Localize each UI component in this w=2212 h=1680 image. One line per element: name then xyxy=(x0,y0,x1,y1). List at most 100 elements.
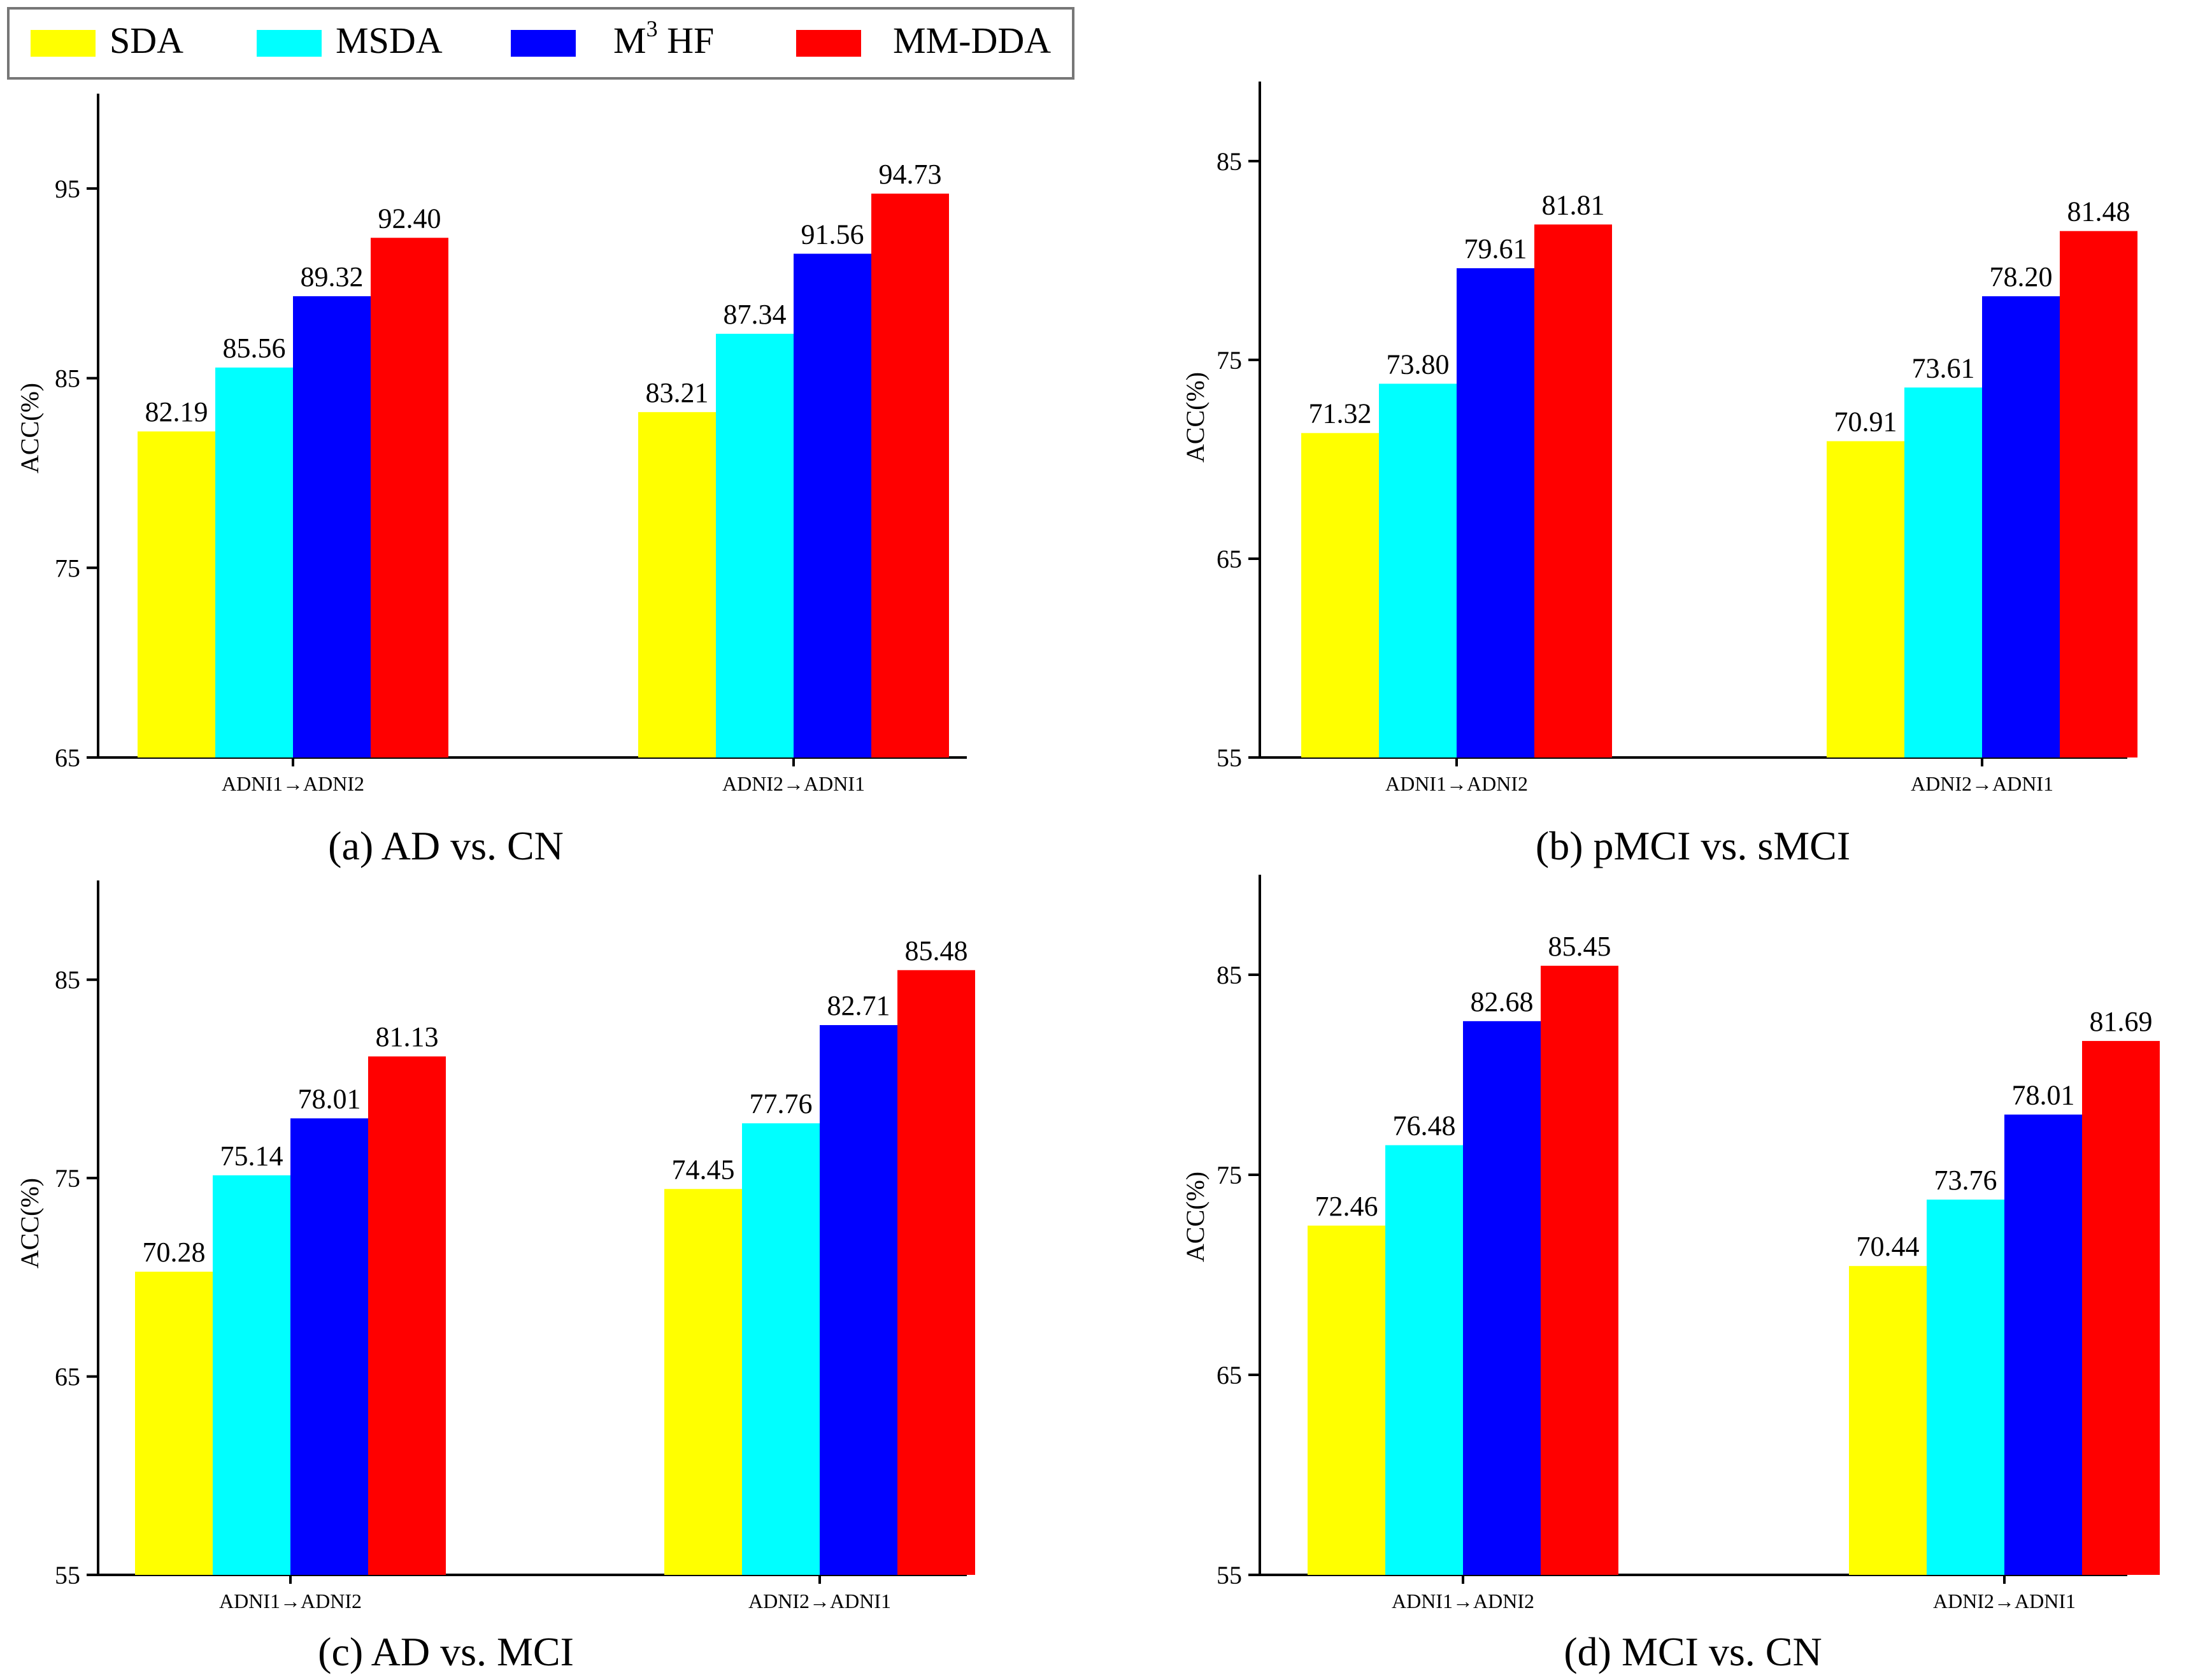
data-label: 74.45 xyxy=(672,1154,735,1185)
legend-label-mmdda: MM-DDA xyxy=(893,20,1051,61)
x-tick-label: ADNI1→ADNI2 xyxy=(222,772,364,795)
bar-m3hf-2 xyxy=(1982,296,2060,757)
legend-frame xyxy=(7,7,1074,80)
data-label: 73.61 xyxy=(1912,352,1975,384)
x-tick-label: ADNI2→ADNI1 xyxy=(722,772,865,795)
chart-panels: 65 75 85 95 ACC(%) 82.19 85.56 89.32 92.40 ADNI1→… xyxy=(15,82,2160,1674)
y-tick-label: 65 xyxy=(55,1363,80,1391)
data-label: 85.56 xyxy=(223,333,286,364)
chart-panel-1: 65 75 85 95 ACC(%) 82.19 85.56 89.32 92.40 ADNI1→… xyxy=(15,94,967,868)
bar-m3hf-1 xyxy=(293,296,371,757)
data-label: 81.69 xyxy=(2090,1006,2153,1037)
bar-mmdda-1 xyxy=(1534,224,1612,757)
legend-label-m3hf-rest: HF xyxy=(658,20,715,61)
y-axis-label: ACC(%) xyxy=(1181,1172,1209,1262)
y-tick-label: 85 xyxy=(55,966,80,994)
data-label: 73.80 xyxy=(1387,348,1450,380)
panel-title: (a) AD vs. CN xyxy=(328,823,564,868)
bar-mmdda-1 xyxy=(371,238,448,758)
legend-label-m3hf-sup: 3 xyxy=(646,16,658,41)
legend-label-m3hf-base: M xyxy=(613,20,646,61)
y-tick-label: 85 xyxy=(1217,147,1242,176)
bar-m3hf-1 xyxy=(290,1118,368,1575)
data-label: 85.45 xyxy=(1548,931,1611,962)
y-tick-label: 55 xyxy=(1217,1561,1242,1590)
bar-msda-2 xyxy=(742,1123,820,1575)
x-tick-label: ADNI1→ADNI2 xyxy=(1385,772,1528,795)
data-label: 77.76 xyxy=(750,1088,813,1119)
y-tick-label: 85 xyxy=(55,364,80,393)
bar-msda-2 xyxy=(1927,1199,2004,1575)
chart-panel-4: 55 65 75 85 ACC(%) 72.46 76.48 82.68 85.45 ADNI1→… xyxy=(1181,875,2160,1674)
bar-sda-1 xyxy=(138,431,215,757)
y-axis-label: ACC(%) xyxy=(1181,372,1209,463)
y-tick-label: 75 xyxy=(1217,1161,1242,1189)
x-tick-label: ADNI2→ADNI1 xyxy=(1911,772,2053,795)
bar-m3hf-2 xyxy=(794,254,871,757)
x-tick-label: ADNI2→ADNI1 xyxy=(748,1590,891,1612)
bar-msda-1 xyxy=(1385,1145,1463,1575)
bar-mmdda-2 xyxy=(2060,231,2137,758)
data-label: 81.48 xyxy=(2067,196,2130,227)
y-tick-label: 65 xyxy=(55,743,80,772)
data-label: 75.14 xyxy=(220,1140,283,1172)
x-tick-label: ADNI1→ADNI2 xyxy=(1392,1590,1534,1612)
data-label: 70.91 xyxy=(1834,406,1897,438)
data-label: 76.48 xyxy=(1393,1110,1456,1142)
legend-swatch-m3hf xyxy=(511,30,576,57)
legend-swatch-sda xyxy=(31,30,96,57)
data-label: 82.68 xyxy=(1471,986,1534,1017)
bar-sda-2 xyxy=(638,412,716,757)
bar-m3hf-1 xyxy=(1457,268,1534,758)
y-tick-label: 95 xyxy=(55,175,80,203)
bar-m3hf-1 xyxy=(1463,1021,1541,1575)
legend-swatch-msda xyxy=(257,30,322,57)
y-axis-label: ACC(%) xyxy=(15,1178,44,1268)
bar-mmdda-2 xyxy=(2082,1040,2160,1575)
bar-msda-2 xyxy=(716,333,794,757)
data-label: 91.56 xyxy=(801,219,864,250)
data-label: 92.40 xyxy=(378,203,441,234)
data-label: 78.01 xyxy=(298,1083,361,1114)
x-tick-label: ADNI1→ADNI2 xyxy=(219,1590,362,1612)
data-label: 82.19 xyxy=(145,396,208,427)
data-label: 70.44 xyxy=(1857,1231,1920,1262)
bar-mmdda-1 xyxy=(368,1056,446,1575)
data-label: 78.20 xyxy=(1990,261,2053,292)
data-label: 89.32 xyxy=(301,261,364,292)
data-label: 71.32 xyxy=(1309,398,1372,429)
data-label: 73.76 xyxy=(1934,1165,1997,1196)
bar-m3hf-2 xyxy=(820,1025,897,1575)
data-label: 78.01 xyxy=(2012,1079,2075,1110)
bar-msda-2 xyxy=(1904,387,1982,757)
bar-msda-1 xyxy=(1379,384,1457,757)
legend-label-msda: MSDA xyxy=(336,20,443,61)
y-tick-label: 55 xyxy=(55,1561,80,1590)
bar-msda-1 xyxy=(213,1175,290,1575)
data-label: 70.28 xyxy=(143,1237,206,1268)
data-label: 83.21 xyxy=(646,377,709,408)
bar-sda-2 xyxy=(664,1189,742,1575)
legend-swatch-mmdda xyxy=(796,30,861,57)
data-label: 94.73 xyxy=(879,159,942,190)
bar-sda-2 xyxy=(1827,441,1904,757)
data-label: 79.61 xyxy=(1464,233,1527,264)
bar-sda-2 xyxy=(1849,1266,1927,1575)
bar-mmdda-1 xyxy=(1541,965,1618,1575)
x-tick-label: ADNI2→ADNI1 xyxy=(1933,1590,2076,1612)
legend-label-m3hf: M3 HF xyxy=(613,16,714,61)
bar-sda-1 xyxy=(1308,1225,1385,1575)
chart-panel-3: 55 65 75 85 ACC(%) 70.28 75.14 78.01 81.13 ADNI1→… xyxy=(15,880,975,1674)
chart-panel-2: 55 65 75 85 ACC(%) 71.32 73.80 79.61 81.81 ADNI1→… xyxy=(1181,82,2137,868)
bar-mmdda-2 xyxy=(871,193,949,758)
y-tick-label: 65 xyxy=(1217,1361,1242,1389)
bar-mmdda-2 xyxy=(897,970,975,1575)
bar-msda-1 xyxy=(215,367,293,757)
y-tick-label: 55 xyxy=(1217,743,1242,772)
panel-title: (d) MCI vs. CN xyxy=(1564,1629,1822,1674)
legend-label-sda: SDA xyxy=(110,20,183,61)
data-label: 85.48 xyxy=(905,935,968,966)
bar-sda-1 xyxy=(1301,433,1379,757)
y-tick-label: 85 xyxy=(1217,961,1242,989)
